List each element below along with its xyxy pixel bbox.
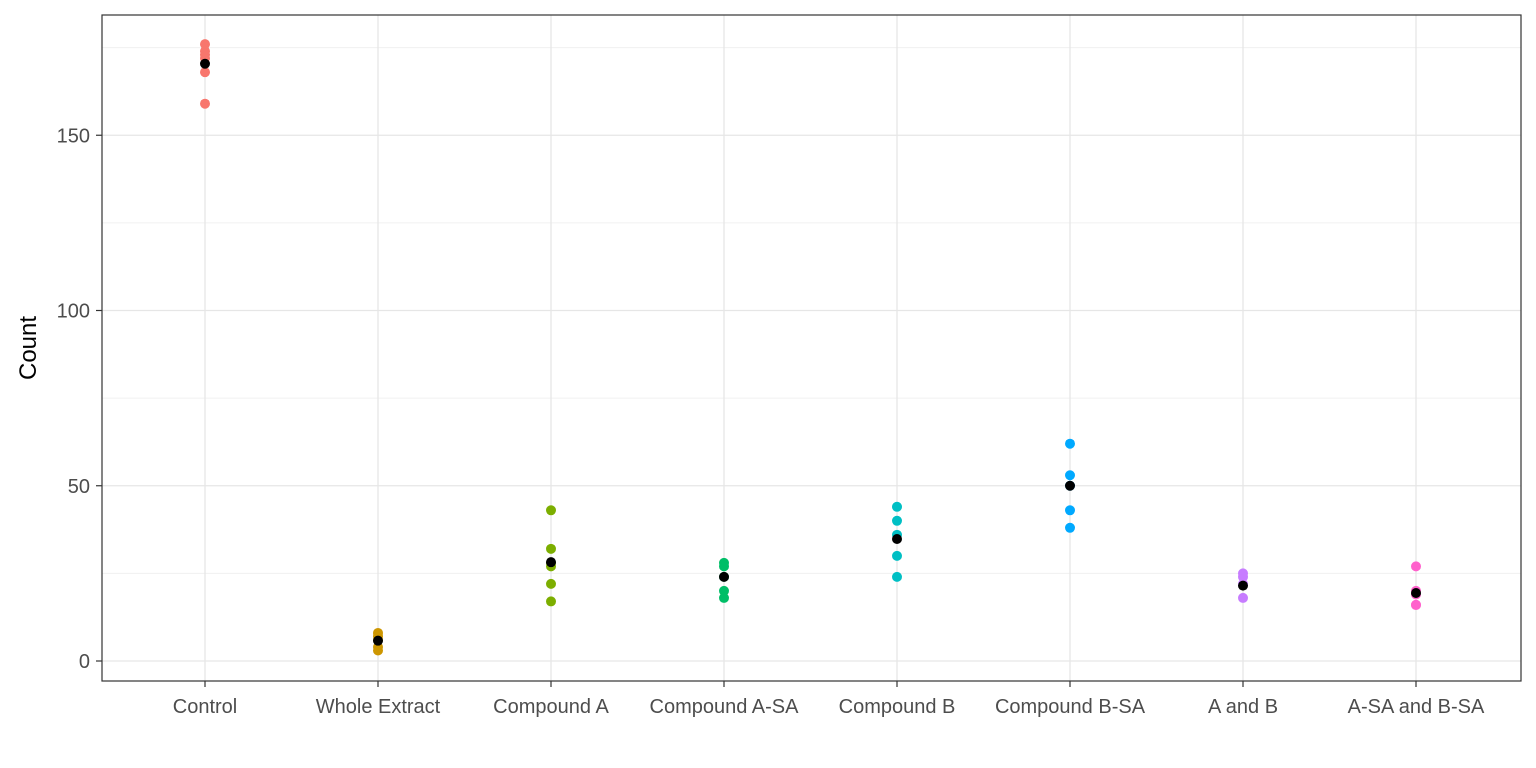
data-point (1238, 571, 1248, 582)
mean-point (719, 571, 729, 582)
panel-border (101, 14, 1522, 682)
data-point (1065, 470, 1075, 481)
x-tick-label: Compound A-SA (650, 696, 800, 718)
data-point (546, 578, 556, 589)
data-point (1065, 522, 1075, 533)
data-point (1238, 592, 1248, 603)
x-axis: Control Whole Extract Compound A Compound A… (173, 681, 1485, 718)
data-point (373, 645, 383, 656)
data-point (546, 596, 556, 607)
y-tick-label: 50 (68, 476, 90, 498)
mean-point (373, 635, 383, 646)
x-tick-label: Compound B-SA (995, 696, 1146, 718)
data-point (892, 515, 902, 526)
y-tick-label: 100 (57, 301, 90, 323)
x-tick-label: Compound A (493, 696, 609, 718)
y-axis-title: Count (15, 316, 42, 380)
y-tick-label: 0 (79, 651, 90, 673)
data-point (719, 592, 729, 603)
data-point (1411, 561, 1421, 572)
data-point (200, 67, 210, 78)
x-tick-label: Control (173, 696, 237, 718)
mean-point (1238, 580, 1248, 591)
data-point (546, 505, 556, 516)
data-point (1065, 438, 1075, 449)
data-point (892, 550, 902, 561)
mean-point (892, 534, 902, 545)
data-point (719, 561, 729, 572)
x-tick-label: A-SA and B-SA (1348, 696, 1485, 718)
data-point (1065, 505, 1075, 516)
x-tick-label: Compound B (839, 696, 956, 718)
data-point (200, 39, 210, 50)
mean-point (546, 557, 556, 568)
data-point (1411, 599, 1421, 610)
gridlines (102, 15, 1521, 681)
mean-point (1065, 480, 1075, 491)
data-point (719, 585, 729, 596)
data-point (892, 571, 902, 582)
mean-point (200, 58, 210, 69)
y-axis: 0 50 100 150 (57, 125, 102, 673)
data-point (200, 98, 210, 109)
mean-point (1411, 588, 1421, 599)
data-points (200, 39, 1421, 656)
x-tick-label: A and B (1208, 696, 1278, 718)
data-point (892, 501, 902, 512)
x-tick-label: Whole Extract (316, 696, 441, 718)
data-point (546, 543, 556, 554)
y-tick-label: 150 (57, 125, 90, 147)
